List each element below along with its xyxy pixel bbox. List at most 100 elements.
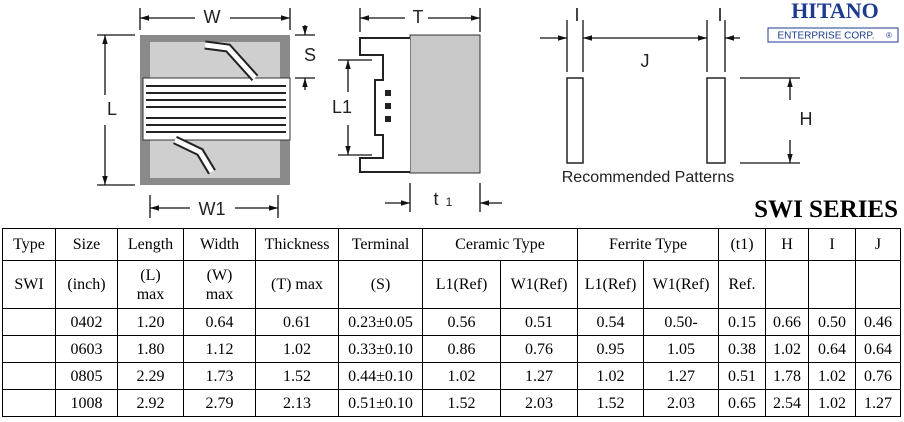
series-title: SWI SERIES xyxy=(754,196,898,223)
dim-label: I xyxy=(574,5,579,25)
data-cell: 0.86 xyxy=(422,335,501,363)
data-cell: 0.33±0.10 xyxy=(338,335,423,363)
data-cell: 1.27 xyxy=(855,389,902,417)
data-cell: 0.66 xyxy=(765,308,810,336)
header-cell: Size xyxy=(55,228,118,261)
pattern xyxy=(540,20,800,164)
data-cell: 1.02 xyxy=(808,389,857,417)
data-cell: 2.54 xyxy=(765,389,810,417)
side-view xyxy=(338,8,502,212)
data-cell: 1.52 xyxy=(255,362,339,390)
data-cell: 1008 xyxy=(55,389,118,417)
header-cell: (S) xyxy=(338,260,423,309)
dim-label: T xyxy=(413,7,424,27)
header-line: (W) xyxy=(206,266,233,284)
header-cell: Thickness xyxy=(255,228,339,261)
header-cell: Ferrite Type xyxy=(577,228,720,261)
empty-cell xyxy=(2,335,56,363)
data-cell: 0.51±0.10 xyxy=(338,389,423,417)
data-cell: 0.95 xyxy=(577,335,645,363)
data-cell: 0.64 xyxy=(183,308,256,336)
empty-cell xyxy=(2,308,56,336)
data-cell: 1.27 xyxy=(499,362,579,390)
dim-label: L xyxy=(107,99,117,119)
header-line: (L) xyxy=(140,266,161,284)
logo-name: HITANO xyxy=(791,0,879,23)
data-cell: 0.44±0.10 xyxy=(338,362,423,390)
data-cell: 1.05 xyxy=(643,335,720,363)
data-cell: 2.29 xyxy=(117,362,184,390)
data-cell: 0.38 xyxy=(718,335,767,363)
dim-label: H xyxy=(800,109,813,129)
caption: Recommended Patterns xyxy=(562,169,735,186)
data-cell: 1.02 xyxy=(255,335,339,363)
dim-label: W xyxy=(204,7,221,27)
drawing: W L S W1 T L1 t 1 I I J H Recommended Pa… xyxy=(97,0,899,219)
data-cell: 0603 xyxy=(55,335,118,363)
dim-label: S xyxy=(304,45,316,65)
data-cell: 0.65 xyxy=(718,389,767,417)
data-cell: 0.50- xyxy=(643,308,720,336)
data-cell: 1.52 xyxy=(577,389,645,417)
dim-label: t xyxy=(433,189,438,209)
header-cell: Width xyxy=(183,228,256,261)
empty-cell xyxy=(765,260,810,309)
data-cell: 0.50 xyxy=(808,308,857,336)
data-row: 0402 1.20 0.64 0.61 0.23±0.05 0.56 0.51 0.54 0.5… xyxy=(2,308,902,336)
header-line: max xyxy=(205,285,234,303)
header-cell: Ceramic Type xyxy=(421,228,579,261)
header-cell: W1(Ref) xyxy=(643,260,720,309)
empty-cell xyxy=(2,362,56,390)
data-cell: 2.03 xyxy=(643,389,720,417)
data-cell: 0805 xyxy=(55,362,118,390)
data-cell: 0.64 xyxy=(808,335,857,363)
data-cell: 2.03 xyxy=(499,389,579,417)
data-cell: 1.12 xyxy=(183,335,256,363)
dim-label: L1 xyxy=(332,97,352,117)
header-cell: J xyxy=(855,228,902,261)
data-cell: 0.54 xyxy=(577,308,645,336)
header-cell: L1(Ref) xyxy=(422,260,501,309)
logo-mark: ® xyxy=(886,31,892,40)
data-cell: 0.76 xyxy=(855,362,902,390)
header-cell: W1(Ref) xyxy=(499,260,579,309)
data-cell: 0.76 xyxy=(499,335,579,363)
data-cell: 1.20 xyxy=(117,308,184,336)
data-cell: 2.92 xyxy=(117,389,184,417)
data-cell: 0.61 xyxy=(255,308,339,336)
header-cell: I xyxy=(808,228,857,261)
data-cell: 1.80 xyxy=(117,335,184,363)
header-cell: Type xyxy=(2,228,56,261)
header-cell: (t1) xyxy=(718,228,767,261)
header-cell: (L) max xyxy=(117,260,184,309)
data-row: 1008 2.92 2.79 2.13 0.51±0.10 1.52 2.03 1.52 2.0… xyxy=(2,389,902,417)
top-view xyxy=(97,8,315,218)
data-row: 0805 2.29 1.73 1.52 0.44±0.10 1.02 1.27 1.02 1.2… xyxy=(2,362,902,390)
data-cell: 1.02 xyxy=(577,362,645,390)
data-cell: 0.51 xyxy=(499,308,579,336)
data-cell: 1.02 xyxy=(422,362,501,390)
empty-cell xyxy=(2,389,56,417)
header-cell: (T) max xyxy=(255,260,339,309)
data-cell: 2.13 xyxy=(255,389,339,417)
data-cell: 1.27 xyxy=(643,362,720,390)
empty-cell xyxy=(855,260,902,309)
data-cell: 1.78 xyxy=(765,362,810,390)
header-cell: (W) max xyxy=(183,260,256,309)
data-cell: 1.02 xyxy=(765,335,810,363)
data-cell: 1.73 xyxy=(183,362,256,390)
data-cell: 0.23±0.05 xyxy=(338,308,423,336)
data-cell: 0.51 xyxy=(718,362,767,390)
header-cell: Terminal xyxy=(338,228,423,261)
header-cell: L1(Ref) xyxy=(577,260,645,309)
data-cell: 2.79 xyxy=(183,389,256,417)
header-cell: Length xyxy=(117,228,184,261)
data-cell: 0402 xyxy=(55,308,118,336)
dim-subscript: 1 xyxy=(446,195,453,209)
dim-label: I xyxy=(717,5,722,25)
header-row: SWI (inch) (L) max (W) max (T) max (S) L1(Ref) W1… xyxy=(2,260,902,309)
dim-label: W1 xyxy=(199,199,226,219)
header-row: Type Size Length Width Thickness Terminal Cera… xyxy=(2,228,902,261)
header-cell: (inch) xyxy=(55,260,118,309)
logo-subtitle: ENTERPRISE CORP. xyxy=(777,31,874,42)
